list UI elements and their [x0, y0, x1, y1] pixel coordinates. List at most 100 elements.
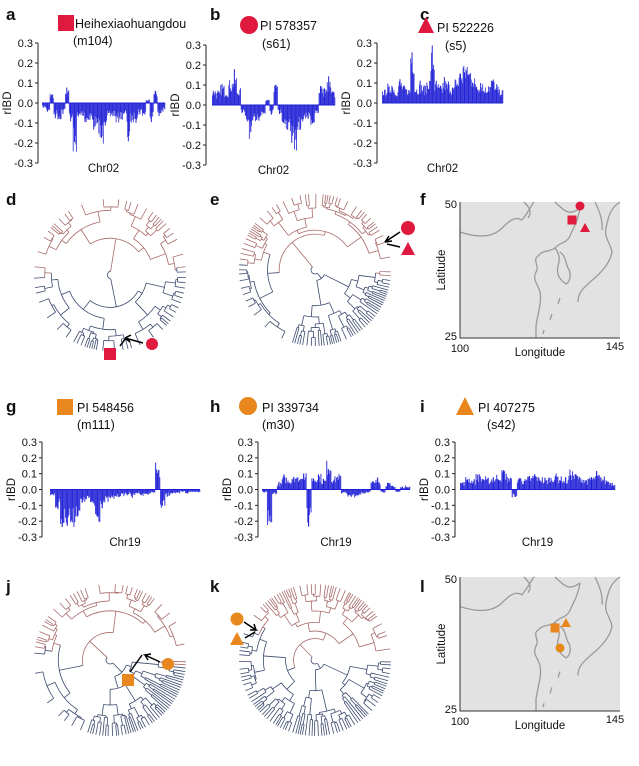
- rIBD-bar: [127, 103, 129, 142]
- rIBD-bar: [132, 103, 134, 120]
- y-tick-label: -0.3: [431, 532, 450, 544]
- tree-leaf-branch: [93, 342, 96, 350]
- tree-leaf-branch: [253, 699, 261, 705]
- rIBD-bar: [477, 89, 479, 103]
- tree-branch: [283, 711, 288, 718]
- tree-branch: [162, 680, 167, 683]
- rIBD-bar: [319, 86, 321, 105]
- rIBD-bar: [124, 489, 126, 495]
- tree-branch: [360, 317, 364, 321]
- tree-leaf-branch: [384, 256, 390, 259]
- tree-leaf-branch: [331, 586, 335, 595]
- tree-branch: [93, 720, 96, 725]
- tree-branch: [251, 237, 256, 240]
- rIBD-bar: [391, 85, 393, 103]
- tree-arc: [305, 696, 312, 699]
- rIBD-bar: [531, 477, 533, 490]
- tree-leaf-branch: [332, 586, 337, 600]
- rIBD-bar: [611, 482, 613, 490]
- rIBD-bar: [480, 83, 482, 103]
- tree-arc: [360, 613, 367, 621]
- rIBD-bar: [486, 92, 488, 103]
- tree-branch: [334, 328, 337, 332]
- tree-leaf-branch: [371, 294, 385, 302]
- legend-id-h: (m30): [262, 418, 295, 432]
- rIBD-bar: [394, 486, 396, 490]
- tree-branch: [304, 218, 307, 228]
- legend-name-a: Heihexiaohuangdou: [75, 17, 186, 31]
- tree-leaf-branch: [99, 725, 102, 736]
- lon-max-label: 145: [606, 341, 624, 353]
- rIBD-bar: [447, 81, 449, 103]
- tree-branch: [138, 247, 144, 253]
- tree-branch: [166, 235, 170, 239]
- phylogenetic-tree-j: [34, 584, 186, 736]
- tree-leaf-branch: [374, 694, 381, 700]
- tree-branch: [276, 608, 280, 614]
- rIBD-bar: [375, 479, 377, 490]
- rIBD-bar: [337, 479, 339, 490]
- rIBD-bar: [401, 87, 403, 103]
- rIBD-bar: [300, 105, 302, 130]
- tree-branch: [140, 605, 145, 613]
- rIBD-bar: [66, 87, 68, 103]
- tree-branch: [303, 331, 306, 336]
- tree-leaf-branch: [360, 211, 365, 217]
- rIBD-bar: [561, 482, 563, 490]
- rIBD-bar: [61, 103, 63, 110]
- rIBD-bar: [453, 89, 455, 103]
- rIBD-bar: [514, 489, 516, 497]
- tree-branch: [153, 688, 160, 693]
- tree-leaf-branch: [84, 588, 88, 595]
- rIBD-bar: [499, 480, 501, 490]
- tree-leaf-branch: [64, 213, 70, 220]
- tree-leaf-branch: [146, 719, 150, 726]
- tree-leaf-branch: [169, 675, 184, 681]
- rIBD-bar: [372, 481, 374, 490]
- tree-arc: [154, 673, 157, 678]
- tree-branch: [154, 609, 158, 613]
- map-background: [460, 202, 620, 338]
- tree-branch: [335, 333, 338, 338]
- tree-leaf-branch: [129, 343, 133, 348]
- rIBD-bar: [407, 487, 409, 490]
- tree-branch: [339, 710, 343, 714]
- rIBD-bar: [494, 89, 496, 103]
- tree-branch: [135, 301, 148, 316]
- rIBD-bar: [298, 481, 300, 490]
- rIBD-bar: [230, 91, 232, 105]
- tree-branch: [287, 667, 296, 671]
- rIBD-bar: [96, 489, 98, 517]
- rIBD-bar: [390, 91, 392, 103]
- tree-branch: [140, 718, 143, 722]
- tree-leaf-branch: [95, 345, 98, 350]
- rIBD-bar: [499, 96, 501, 103]
- circle-marker-icon: [401, 221, 415, 235]
- tree-arc: [334, 333, 337, 336]
- rIBD-bar: [287, 480, 289, 490]
- tree-branch: [306, 714, 309, 723]
- tree-leaf-branch: [331, 727, 335, 734]
- tree-branch: [150, 224, 155, 230]
- tree-arc: [354, 608, 358, 612]
- rIBD-bar: [93, 489, 95, 504]
- rIBD-bar: [484, 92, 486, 103]
- rIBD-bar: [223, 85, 225, 105]
- tree-leaf-branch: [39, 631, 47, 635]
- tree-branch: [347, 236, 362, 248]
- tree-branch: [320, 716, 323, 724]
- tree-leaf-branch: [242, 292, 249, 295]
- tree-branch: [285, 599, 291, 609]
- rIBD-bar: [102, 103, 104, 144]
- tree-branch: [294, 327, 298, 334]
- rIBD-bar: [321, 484, 323, 490]
- tree-branch: [369, 676, 375, 679]
- tree-leaf-branch: [247, 692, 253, 696]
- rIBD-bar: [260, 105, 262, 116]
- tree-leaf-branch: [89, 341, 92, 349]
- rIBD-bar: [381, 489, 383, 492]
- rIBD-bar: [74, 489, 76, 523]
- tree-branch: [322, 334, 324, 340]
- tree-leaf-branch: [43, 237, 48, 240]
- tree-branch: [317, 272, 322, 279]
